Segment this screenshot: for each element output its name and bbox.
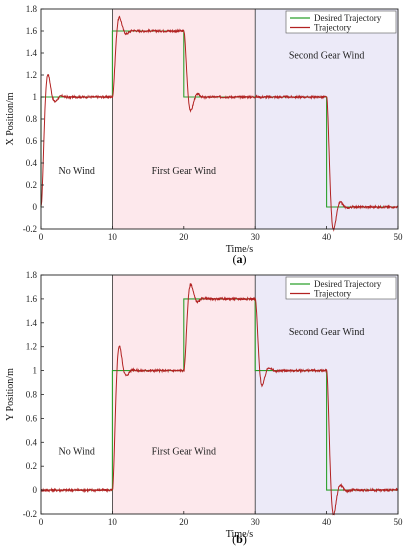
x-tick-label: 0 (39, 517, 44, 527)
y-tick-label: 1.6 (26, 26, 38, 36)
legend-entry: Desired Trajectory (314, 279, 382, 289)
y-tick-label: 1 (33, 366, 38, 376)
series-line-trajectory (40, 15, 399, 232)
panel-label-open: ( (232, 532, 236, 546)
x-tick-label: 40 (322, 232, 332, 242)
region-label: Second Gear Wind (289, 51, 365, 62)
y-tick-label: -0.2 (23, 509, 37, 519)
y-tick-label: 1.8 (26, 270, 38, 280)
x-axis-label: Time/s (226, 244, 254, 255)
x-tick-label: 50 (394, 517, 404, 527)
series-line-trajectory (40, 283, 399, 516)
x-tick-label: 50 (394, 232, 404, 242)
y-tick-label: 1 (33, 92, 38, 102)
y-tick-label: 0.6 (26, 136, 38, 146)
panel-label-close: ) (243, 252, 247, 266)
panel-label-open: ( (233, 252, 237, 266)
chart-panel-a: No Wind First Gear Wind Second Gear Wind 0 1… (5, 4, 403, 266)
panel-label-letter: a (237, 252, 243, 266)
y-axis-label: X Position/m (5, 92, 16, 145)
y-tick-label: 1.4 (26, 48, 38, 58)
panel-label-close: ) (243, 532, 247, 546)
chart-panel-b: No Wind First Gear Wind Second Gear Wind 0 1… (5, 270, 403, 546)
legend-entry: Trajectory (314, 289, 352, 299)
x-tick-label: 20 (179, 232, 189, 242)
y-tick-label: -0.2 (23, 224, 37, 234)
panel-label: (a) (233, 252, 247, 266)
y-tick-label: 0.8 (26, 390, 38, 400)
region-label: First Gear Wind (152, 446, 216, 457)
x-tick-label: 0 (39, 232, 44, 242)
x-tick-label: 30 (251, 517, 261, 527)
y-tick-label: 1.2 (26, 70, 37, 80)
x-axis-label: Time/s (226, 529, 254, 540)
x-tick-label: 30 (251, 232, 261, 242)
region-label: First Gear Wind (152, 166, 216, 177)
region-label: No Wind (59, 166, 95, 177)
y-tick-label: 0.2 (26, 180, 37, 190)
y-tick-label: 1.2 (26, 342, 37, 352)
legend-entry: Desired Trajectory (314, 13, 382, 23)
x-tick-label: 20 (179, 517, 189, 527)
y-tick-label: 0.8 (26, 114, 38, 124)
region-label: No Wind (59, 446, 95, 457)
y-tick-label: 0.4 (26, 158, 38, 168)
x-tick-label: 10 (108, 232, 118, 242)
panel-label-letter: b (236, 532, 243, 546)
legend-entry: Trajectory (314, 23, 352, 33)
y-axis-label: Y Position/m (5, 368, 16, 421)
y-tick-label: 1.8 (26, 4, 38, 14)
panel-label: (b) (232, 532, 247, 546)
y-tick-label: 0 (33, 202, 38, 212)
y-tick-label: 1.6 (26, 294, 38, 304)
y-tick-label: 0.4 (26, 437, 38, 447)
legend-box (285, 10, 397, 34)
x-tick-label: 10 (108, 517, 118, 527)
y-tick-label: 0 (33, 485, 38, 495)
region-band (41, 9, 113, 229)
region-band (41, 275, 113, 514)
y-tick-label: 0.6 (26, 413, 38, 423)
legend-box (285, 276, 397, 300)
y-tick-label: 1.4 (26, 318, 38, 328)
x-tick-label: 40 (322, 517, 332, 527)
region-label: Second Gear Wind (289, 327, 365, 338)
y-tick-label: 0.2 (26, 461, 37, 471)
